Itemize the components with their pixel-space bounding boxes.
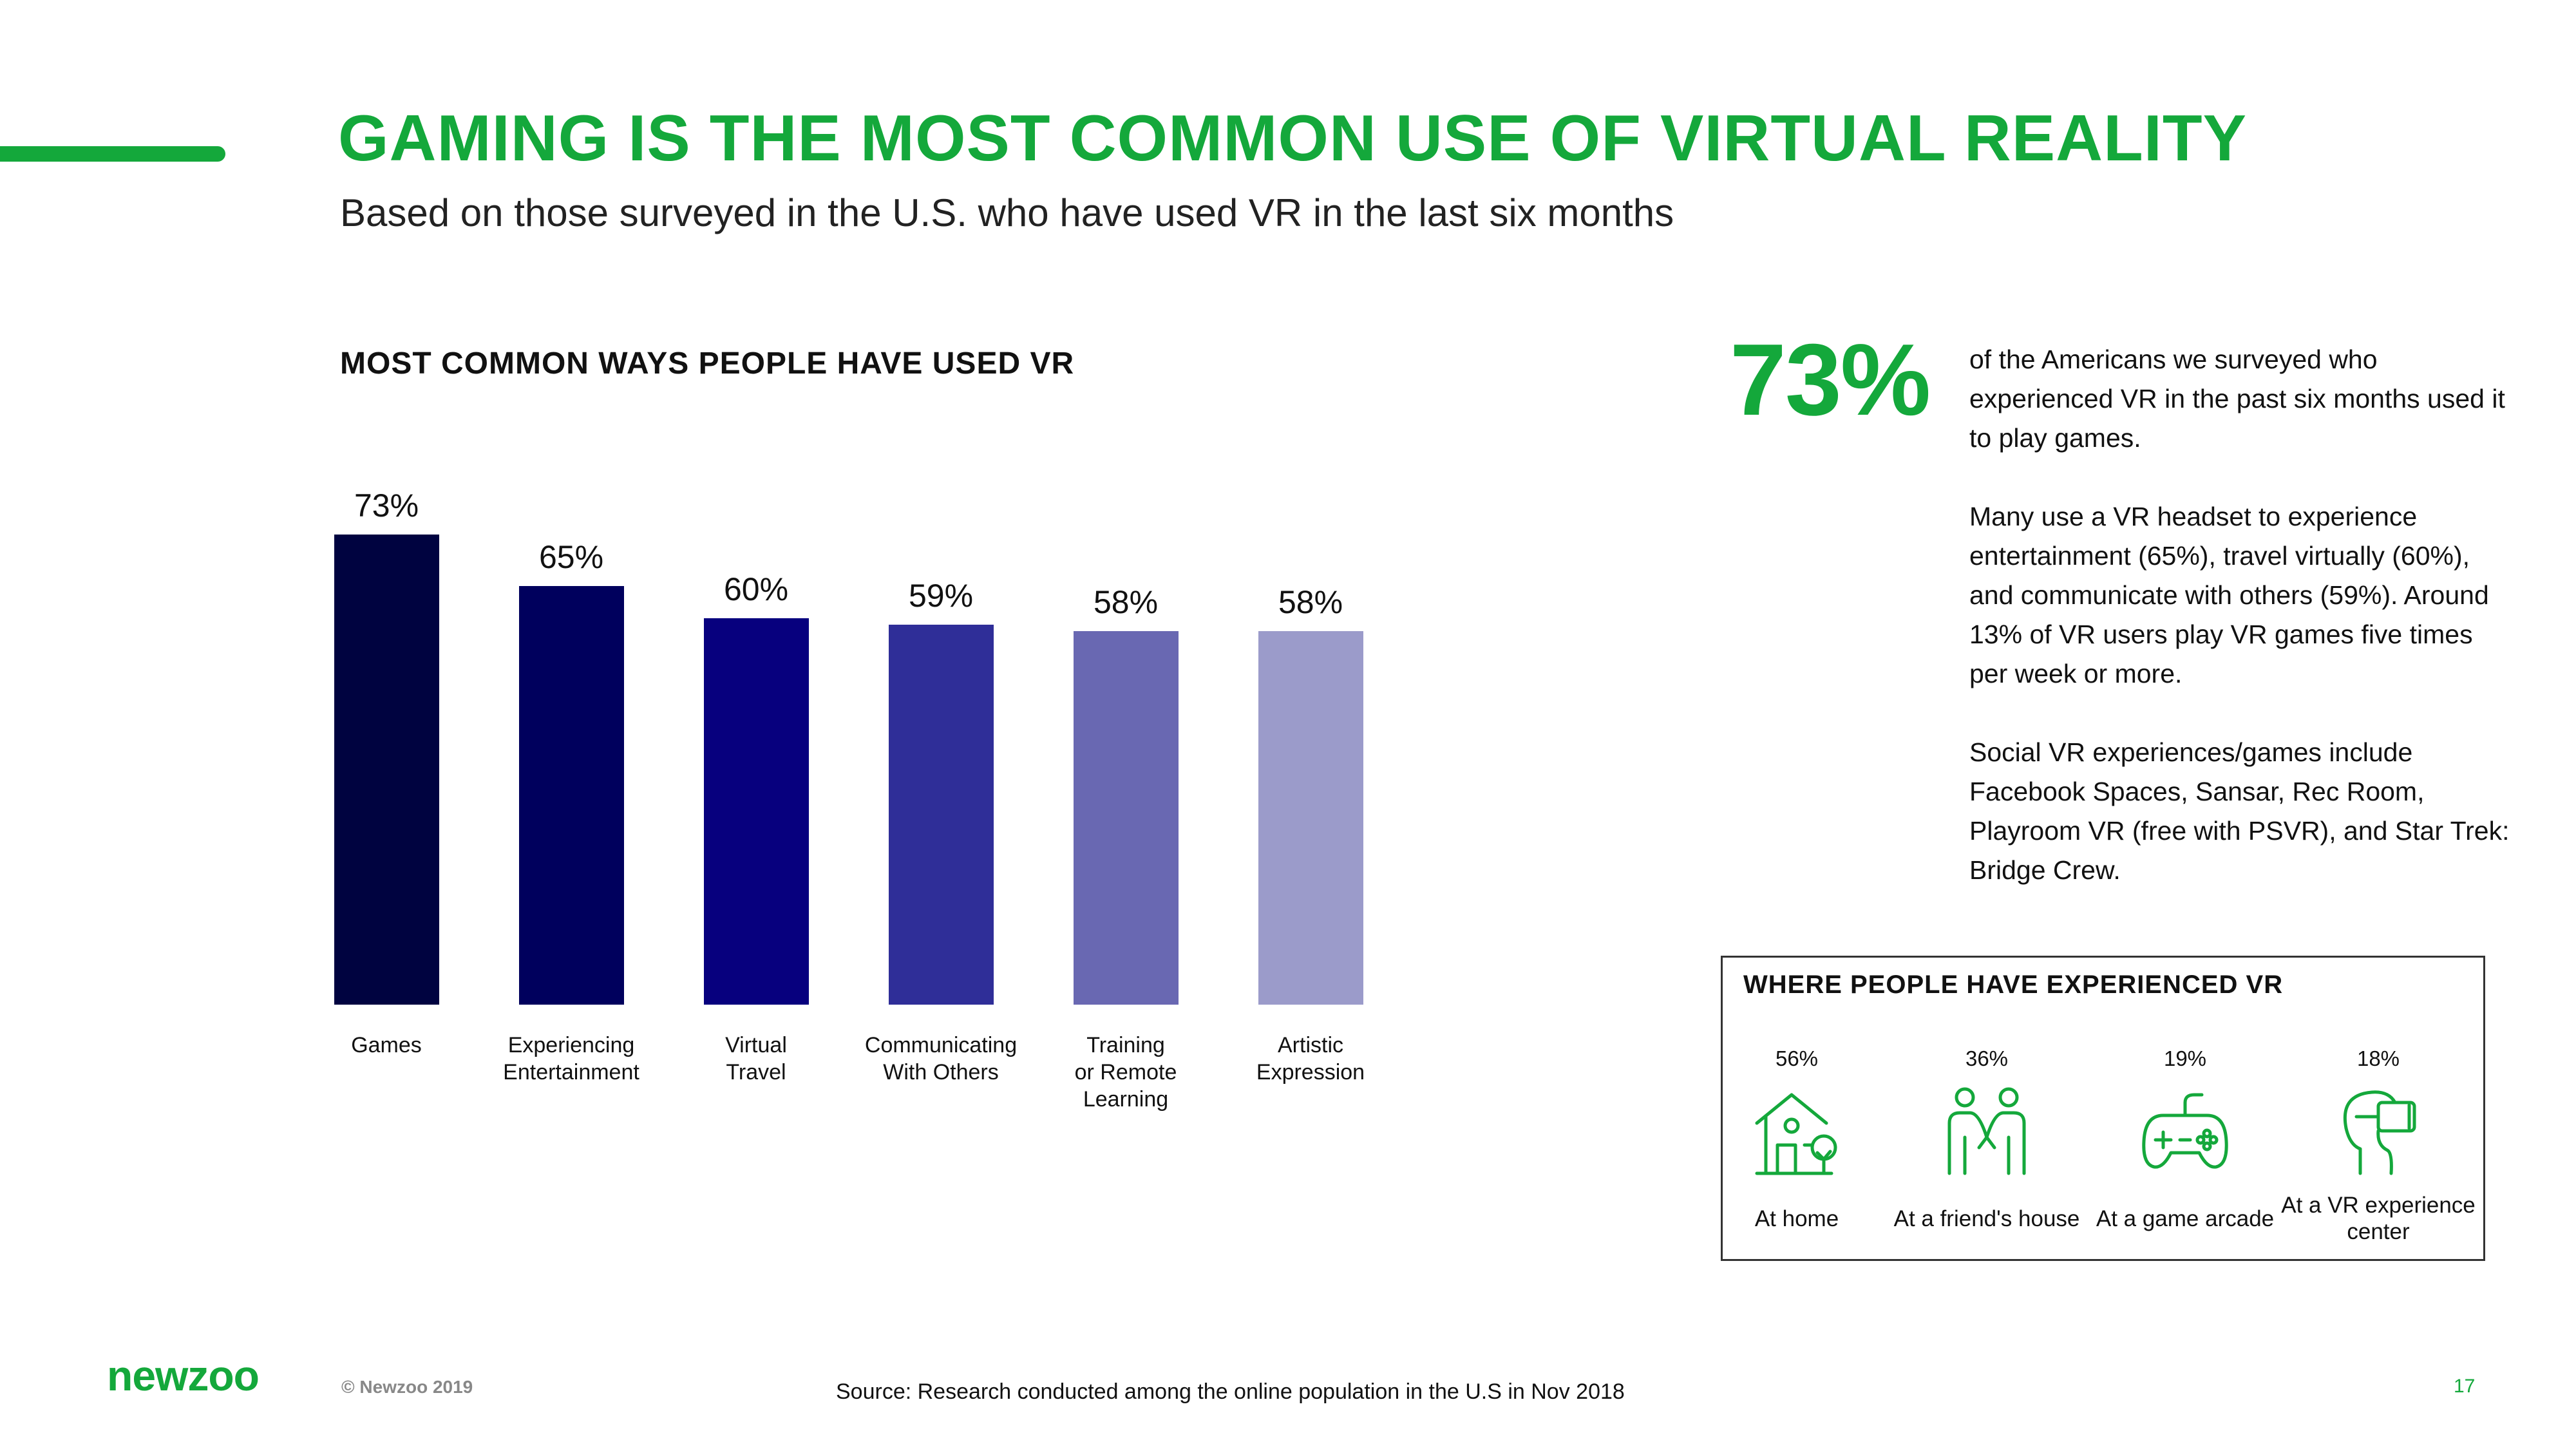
data-label: 59% (908, 578, 974, 614)
category-label: Games (351, 1033, 422, 1057)
venues-title: WHERE PEOPLE HAVE EXPERIENCED VR (1743, 971, 2284, 999)
highlight-paragraph: Social VR experiences/games include Face… (1969, 737, 2510, 885)
page-subtitle: Based on those surveyed in the U.S. who … (340, 191, 1674, 234)
venue-label: At a friend's house (1893, 1206, 2080, 1231)
venue-item-home: 56% At home (1690, 958, 1903, 1263)
bar-3 (703, 618, 809, 1005)
venue-percent: 36% (1965, 1046, 2009, 1070)
venue-percent: 56% (1775, 1046, 1819, 1070)
bar-5 (1073, 631, 1179, 1005)
venue-label: At a game arcade (2096, 1206, 2275, 1231)
bar-2 (518, 586, 624, 1005)
copyright: © Newzoo 2019 (341, 1377, 473, 1397)
highlight-paragraph: Many use a VR headset to experience ente… (1969, 502, 2489, 688)
highlight-text: of the Americans we surveyed who experie… (1969, 340, 2510, 929)
category-label: Communicating With Others (864, 1033, 1018, 1084)
highlight-stat: 73% (1730, 323, 1931, 437)
house-icon (1755, 1093, 1837, 1175)
venue-item-game-arcade: 19% At a game arcade (2079, 958, 2291, 1263)
accent-line (0, 146, 225, 162)
highlight-paragraph: of the Americans we surveyed who experie… (1969, 345, 2505, 453)
venues-panel: WHERE PEOPLE HAVE EXPERIENCED VR 56% At … (1721, 956, 2485, 1261)
venue-item-vr-center: 18% At a VR experience center (2272, 958, 2485, 1263)
bar-1 (334, 535, 439, 1005)
bar-4 (888, 625, 994, 1005)
bar-chart: 73% Games 65% Experiencing Entertainment 60% V… (309, 477, 1391, 1159)
data-label: 65% (538, 539, 604, 575)
venue-percent: 18% (2356, 1046, 2400, 1070)
source-note: Source: Research conducted among the onl… (836, 1379, 1625, 1404)
friends-icon (1947, 1087, 2026, 1175)
chart-title: MOST COMMON WAYS PEOPLE HAVE USED VR (340, 346, 1075, 381)
data-label: 60% (723, 571, 789, 607)
category-label: Experiencing Entertainment (503, 1033, 639, 1084)
page-number: 17 (2454, 1376, 2476, 1397)
gamepad-icon (2142, 1093, 2228, 1169)
data-label: 58% (1093, 584, 1159, 620)
page-title: GAMING IS THE MOST COMMON USE OF VIRTUAL… (338, 102, 2247, 175)
venue-percent: 19% (2163, 1046, 2207, 1070)
category-label: Artistic Expression (1256, 1033, 1365, 1084)
venue-label: At a VR experience center (2281, 1193, 2476, 1244)
newzoo-logo: newzoo (107, 1352, 260, 1399)
data-label: 73% (354, 488, 419, 524)
venue-label: At home (1754, 1206, 1839, 1231)
venue-item-friends-house: 36% At a friend's house (1880, 958, 2093, 1263)
category-label: Training or Remote Learning (1074, 1033, 1177, 1112)
category-label: Virtual Travel (725, 1033, 787, 1084)
vr-headset-icon (2343, 1090, 2416, 1175)
data-label: 58% (1278, 584, 1343, 620)
bar-6 (1258, 631, 1363, 1005)
